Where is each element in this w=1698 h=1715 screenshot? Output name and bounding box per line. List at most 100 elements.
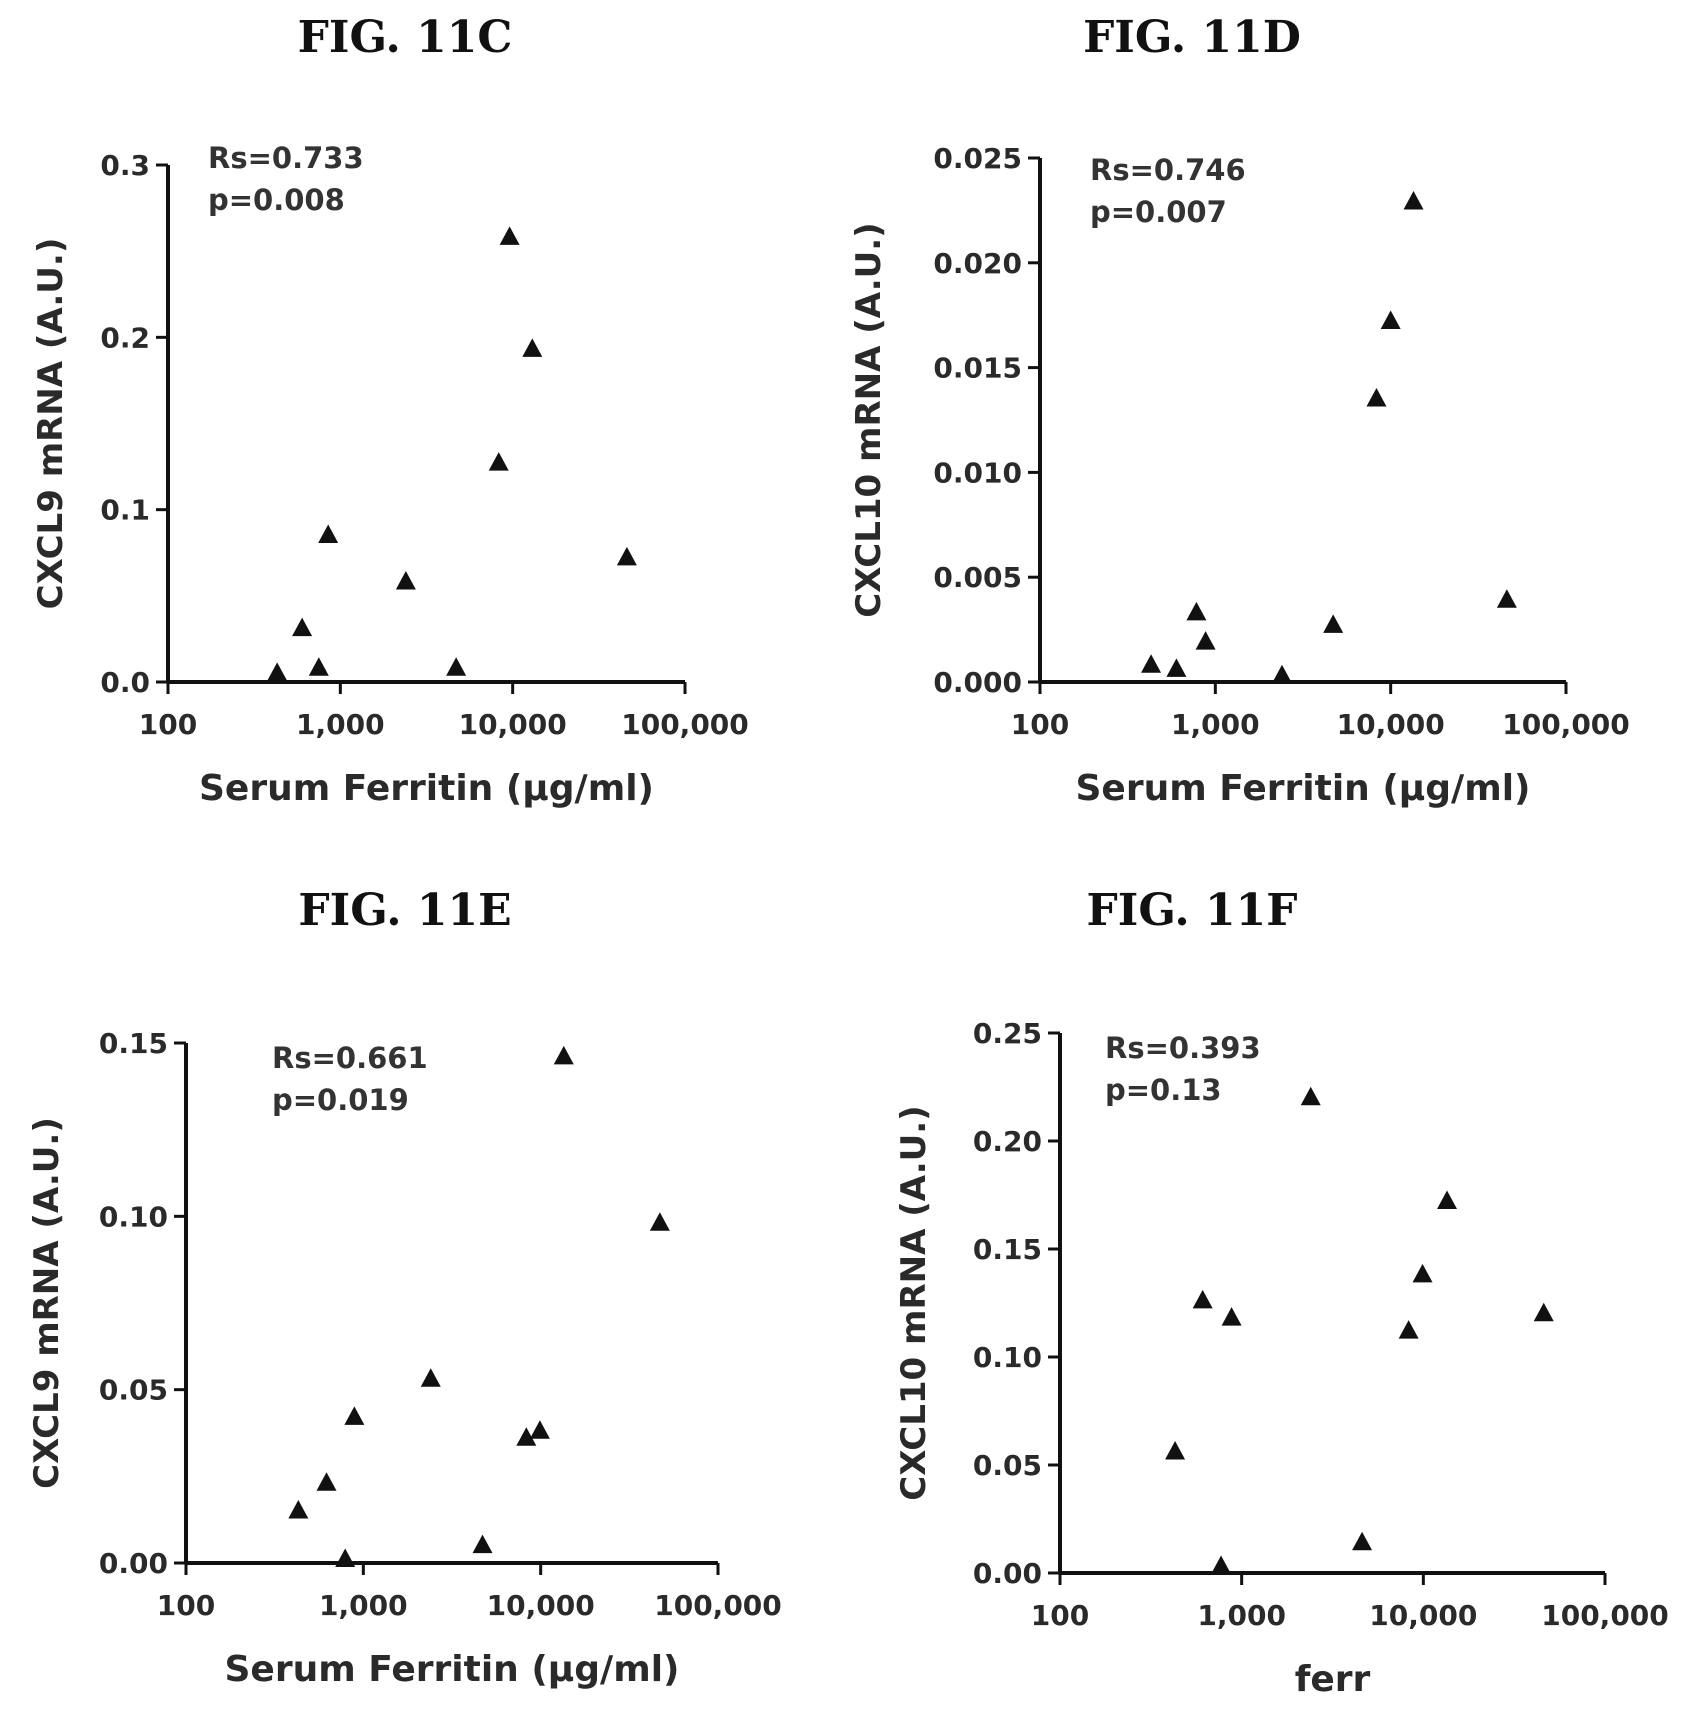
rs-annotation: Rs=0.393 <box>1105 1031 1261 1065</box>
data-point <box>288 1500 309 1519</box>
x-tick-label: 100,000 <box>621 708 749 741</box>
data-point <box>1271 664 1292 684</box>
data-point <box>553 1045 574 1065</box>
data-point <box>446 657 467 676</box>
x-tick-label: 100 <box>1011 708 1069 741</box>
x-tick-label: 100 <box>139 708 197 741</box>
p-value-annotation: p=0.13 <box>1105 1073 1222 1107</box>
y-tick-label: 0.05 <box>973 1449 1042 1482</box>
chart-panel-1: FIG. 11C 0.0 0.1 0.2 0.3 100 1,000 10,000 100,00… <box>31 12 749 809</box>
data-point <box>616 546 637 566</box>
data-point <box>649 1212 670 1231</box>
rs-annotation: Rs=0.733 <box>208 141 364 175</box>
data-point <box>420 1368 441 1387</box>
figure-title: FIG. 11D <box>1083 12 1301 63</box>
data-point <box>1366 388 1387 407</box>
data-point <box>1195 631 1216 650</box>
p-value-annotation: p=0.008 <box>208 183 345 217</box>
figure-title: FIG. 11F <box>1087 885 1298 936</box>
data-point <box>308 657 329 676</box>
x-axis-label: Serum Ferritin (µg/ml) <box>1075 768 1530 809</box>
data-point <box>1192 1289 1213 1309</box>
y-tick-label: 0.020 <box>933 247 1022 280</box>
data-point <box>316 1472 337 1491</box>
y-axis-label: CXCL9 mRNA (A.U.) <box>31 238 71 610</box>
x-tick-label: 1,000 <box>1197 1599 1286 1632</box>
data-point <box>344 1406 365 1425</box>
data-point <box>499 226 520 245</box>
x-tick-label: 100 <box>1031 1599 1089 1632</box>
data-point <box>1533 1302 1554 1322</box>
data-point <box>318 524 339 544</box>
chart-panel-4: FIG. 11F 0.00 0.05 0.10 0.15 0.20 0.25 100 1,000… <box>894 885 1669 1700</box>
rs-annotation: Rs=0.661 <box>272 1041 428 1075</box>
y-tick-label: 0.025 <box>933 142 1022 175</box>
y-tick-label: 0.015 <box>933 352 1022 385</box>
y-tick-label: 0.010 <box>933 456 1022 489</box>
y-tick-label: 0.2 <box>100 321 150 354</box>
data-point <box>522 338 543 357</box>
x-tick-label: 100,000 <box>1541 1599 1669 1632</box>
x-tick-label: 1,000 <box>319 1589 408 1622</box>
y-tick-label: 0.3 <box>100 149 150 182</box>
data-point <box>488 452 509 471</box>
x-tick-label: 1,000 <box>296 708 385 741</box>
data-point <box>529 1420 550 1439</box>
p-value-annotation: p=0.007 <box>1090 195 1227 229</box>
x-tick-label: 1,000 <box>1171 708 1260 741</box>
data-point <box>395 571 416 590</box>
p-value-annotation: p=0.019 <box>272 1083 409 1117</box>
y-tick-label: 0.15 <box>99 1027 168 1060</box>
data-point <box>292 617 313 637</box>
data-point <box>1437 1190 1458 1209</box>
x-tick-label: 10,000 <box>459 708 567 741</box>
data-point <box>335 1548 356 1568</box>
y-tick-label: 0.0 <box>100 666 150 699</box>
figure-title: FIG. 11C <box>298 12 513 63</box>
figure-title: FIG. 11E <box>298 885 511 936</box>
x-tick-label: 10,000 <box>1337 708 1445 741</box>
data-point <box>516 1427 537 1446</box>
y-axis-label: CXCL10 mRNA (A.U.) <box>894 1105 934 1500</box>
y-tick-label: 0.10 <box>973 1341 1042 1374</box>
x-axis-label: Serum Ferritin (µg/ml) <box>199 768 654 809</box>
y-tick-label: 0.25 <box>973 1017 1042 1050</box>
x-tick-label: 10,000 <box>1369 1599 1477 1632</box>
data-point <box>1496 589 1517 608</box>
y-tick-label: 0.05 <box>99 1374 168 1407</box>
y-tick-label: 0.20 <box>973 1125 1042 1158</box>
data-point <box>1380 310 1401 329</box>
y-tick-label: 0.1 <box>100 494 150 527</box>
data-point <box>1412 1263 1433 1283</box>
rs-annotation: Rs=0.746 <box>1090 153 1246 187</box>
data-point <box>1323 614 1344 633</box>
x-tick-label: 10,000 <box>487 1589 595 1622</box>
data-point <box>1165 1441 1186 1460</box>
data-point <box>1403 191 1424 210</box>
y-tick-label: 0.005 <box>933 561 1022 594</box>
x-axis-label: Serum Ferritin (µg/ml) <box>224 1649 679 1690</box>
y-tick-label: 0.00 <box>973 1557 1042 1590</box>
x-tick-label: 100,000 <box>654 1589 782 1622</box>
y-tick-label: 0.00 <box>99 1547 168 1580</box>
x-axis-label: ferr <box>1295 1659 1371 1700</box>
data-point <box>1186 601 1207 621</box>
chart-panel-2: FIG. 11D 0.000 0.005 0.010 0.015 0.020 0.025 10… <box>849 12 1630 809</box>
chart-panel-3: FIG. 11E 0.00 0.05 0.10 0.15 100 1,000 10,000 10… <box>27 885 782 1690</box>
data-point <box>1300 1086 1321 1106</box>
data-point <box>1211 1555 1232 1575</box>
y-tick-label: 0.000 <box>933 666 1022 699</box>
x-tick-label: 100,000 <box>1502 708 1630 741</box>
data-point <box>1166 658 1187 677</box>
data-point <box>1141 654 1162 673</box>
y-tick-label: 0.15 <box>973 1233 1042 1266</box>
data-point <box>1221 1307 1242 1326</box>
x-tick-label: 100 <box>157 1589 215 1622</box>
y-axis-label: CXCL9 mRNA (A.U.) <box>27 1117 67 1489</box>
data-point <box>1352 1531 1373 1551</box>
data-point <box>267 662 288 681</box>
y-tick-label: 0.10 <box>99 1200 168 1233</box>
data-point <box>1398 1320 1419 1339</box>
y-axis-label: CXCL10 mRNA (A.U.) <box>849 222 889 617</box>
